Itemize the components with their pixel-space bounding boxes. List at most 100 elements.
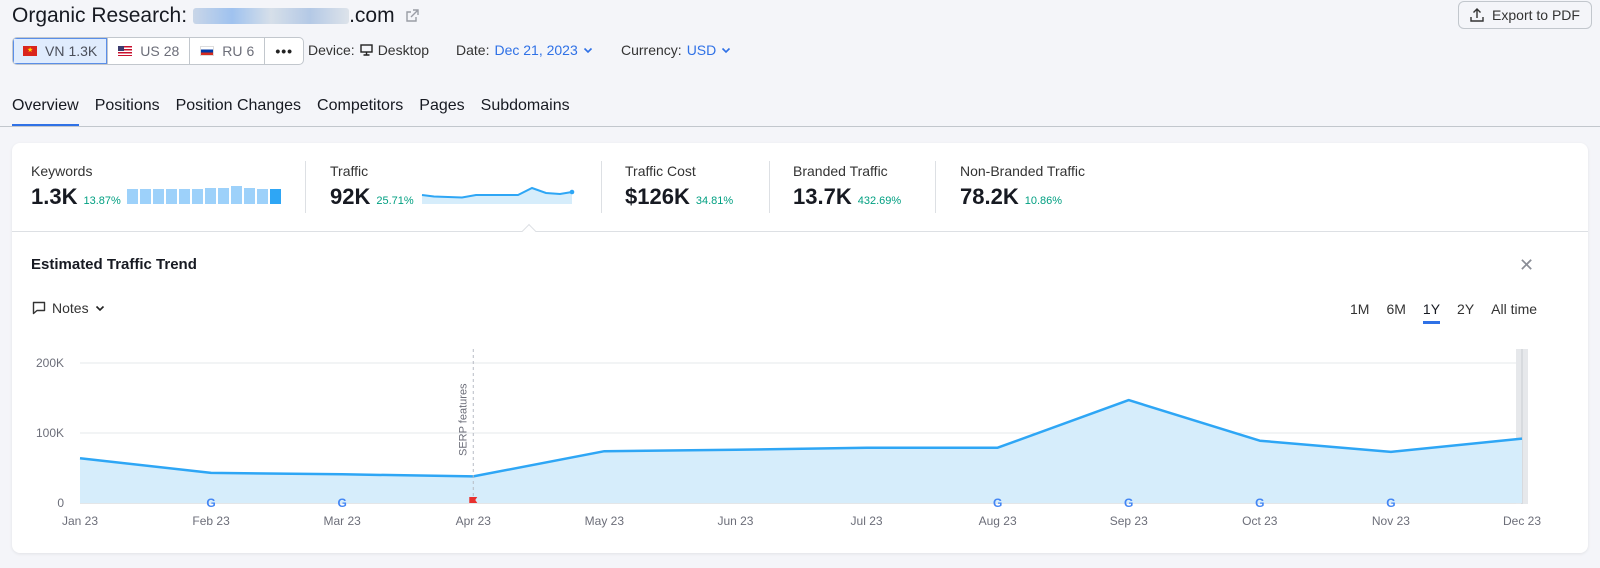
russia-flag-icon — [200, 46, 215, 56]
metric-non-branded-traffic[interactable]: Non-Branded Traffic 78.2K 10.86% — [960, 163, 1085, 210]
page-title: Organic Research: .com — [12, 4, 419, 28]
google-update-icon[interactable]: G — [1386, 496, 1395, 510]
metric-keywords[interactable]: Keywords 1.3K 13.87% — [31, 163, 285, 210]
date-value: Dec 21, 2023 — [494, 42, 578, 58]
usa-flag-icon — [118, 46, 133, 56]
tab-pages[interactable]: Pages — [419, 97, 465, 114]
currency-label: Currency: — [621, 42, 682, 58]
traffic-area — [80, 400, 1522, 503]
chevron-down-icon — [95, 305, 104, 312]
selected-metric-pointer — [521, 223, 537, 239]
currency-value: USD — [686, 42, 717, 58]
range-all-time[interactable]: All time — [1491, 301, 1538, 317]
range-1m[interactable]: 1M — [1350, 301, 1370, 317]
metric-value: 92K — [330, 184, 371, 209]
google-update-icon[interactable]: G — [1255, 496, 1264, 510]
export-pdf-button[interactable]: Export to PDF — [1458, 1, 1592, 29]
metric-value: $126K — [625, 184, 690, 209]
y-tick-label: 200K — [36, 356, 64, 370]
metric-label: Traffic Cost — [625, 163, 696, 179]
google-update-icon[interactable]: G — [1124, 496, 1133, 510]
x-tick-label: Mar 23 — [324, 514, 362, 528]
desktop-icon — [359, 44, 373, 56]
note-marker-label: SERP features — [457, 383, 469, 456]
chevron-down-icon — [722, 47, 731, 54]
x-tick-label: Jan 23 — [62, 514, 98, 528]
metric-separator — [305, 161, 306, 213]
device-label: Device: — [308, 42, 355, 58]
x-tick-label: Nov 23 — [1372, 514, 1410, 528]
metric-traffic[interactable]: Traffic 92K 25.71% — [330, 163, 578, 210]
report-tabs: Overview Positions Position Changes Comp… — [12, 97, 570, 127]
metric-change: 25.71% — [376, 195, 414, 207]
traffic-trend-chart[interactable]: 0 100K 200K SERP features G G G G G G Jan 23 Feb 23… — [0, 337, 1600, 537]
redacted-domain — [193, 8, 350, 24]
metric-value: 13.7K — [793, 184, 852, 209]
metric-label: Branded Traffic — [793, 163, 888, 179]
x-tick-label: Aug 23 — [979, 514, 1017, 528]
domain-suffix: .com — [349, 4, 395, 27]
range-1y[interactable]: 1Y — [1422, 301, 1441, 324]
chevron-down-icon — [583, 47, 592, 54]
database-vn-button[interactable]: VN 1.3K — [13, 38, 109, 64]
database-code: RU — [222, 43, 243, 59]
tab-competitors[interactable]: Competitors — [317, 97, 404, 114]
x-tick-label: Oct 23 — [1242, 514, 1278, 528]
device-value: Desktop — [377, 42, 430, 58]
metric-value: 1.3K — [31, 184, 78, 209]
note-flag-icon[interactable] — [469, 497, 478, 503]
date-filter[interactable]: Date: Dec 21, 2023 — [456, 42, 593, 58]
google-update-icon[interactable]: G — [993, 496, 1002, 510]
x-tick-label: Jun 23 — [717, 514, 753, 528]
range-6m[interactable]: 6M — [1386, 301, 1406, 317]
metric-change: 10.86% — [1024, 195, 1063, 207]
database-ru-button[interactable]: RU 6 — [190, 38, 266, 64]
tab-subdomains[interactable]: Subdomains — [480, 97, 570, 114]
metric-separator — [769, 161, 770, 213]
currency-filter[interactable]: Currency: USD — [621, 42, 731, 58]
device-filter[interactable]: Device: Desktop — [308, 42, 429, 58]
close-icon[interactable]: ✕ — [1519, 255, 1535, 275]
metric-change: 432.69% — [857, 195, 902, 207]
google-update-icon[interactable]: G — [206, 496, 215, 510]
tab-overview[interactable]: Overview — [12, 97, 79, 127]
external-link-icon[interactable] — [405, 9, 419, 23]
upload-icon — [1470, 8, 1484, 22]
y-tick-label: 0 — [57, 496, 64, 510]
metric-branded-traffic[interactable]: Branded Traffic 13.7K 432.69% — [793, 163, 901, 210]
database-us-button[interactable]: US 28 — [108, 38, 191, 64]
date-label: Date: — [456, 42, 490, 58]
metric-label: Keywords — [31, 163, 93, 179]
traffic-line — [79, 398, 1523, 478]
google-update-icon[interactable]: G — [338, 496, 347, 510]
x-tick-label: Apr 23 — [456, 514, 492, 528]
database-count: 6 — [246, 43, 255, 59]
metric-label: Non-Branded Traffic — [960, 163, 1086, 179]
metric-change: 13.87% — [83, 195, 121, 207]
x-tick-label: May 23 — [585, 514, 625, 528]
page-title-prefix: Organic Research: — [12, 4, 188, 27]
metric-separator — [935, 161, 936, 213]
database-count: 28 — [163, 43, 180, 59]
metric-label: Traffic — [330, 163, 369, 179]
vietnam-flag-icon — [23, 46, 37, 56]
tab-positions[interactable]: Positions — [94, 97, 160, 114]
y-tick-label: 100K — [36, 426, 64, 440]
tab-position-changes[interactable]: Position Changes — [175, 97, 302, 114]
metric-traffic-cost[interactable]: Traffic Cost $126K 34.81% — [625, 163, 733, 210]
domain-name[interactable]: .com — [191, 4, 395, 28]
x-tick-label: Jul 23 — [851, 514, 883, 528]
notes-label: Notes — [52, 300, 89, 316]
database-selector: VN 1.3K US 28 RU 6 ••• — [12, 37, 305, 65]
more-databases-button[interactable]: ••• — [275, 43, 294, 59]
tabs-divider — [0, 126, 1600, 127]
export-pdf-label: Export to PDF — [1492, 7, 1580, 23]
keywords-bar-sparkline — [126, 186, 281, 204]
range-2y[interactable]: 2Y — [1457, 301, 1475, 317]
metric-separator — [601, 161, 602, 213]
x-tick-label: Feb 23 — [192, 514, 230, 528]
metrics-divider — [12, 231, 1588, 232]
traffic-line-sparkline — [421, 186, 574, 204]
notes-dropdown[interactable]: Notes — [32, 300, 105, 316]
database-code: VN — [45, 43, 65, 59]
